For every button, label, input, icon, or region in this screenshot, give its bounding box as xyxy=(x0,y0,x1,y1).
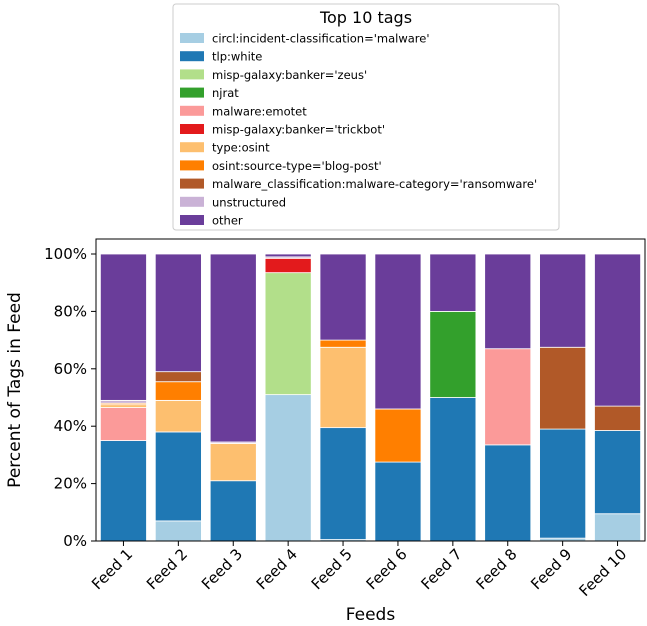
bar-segment xyxy=(429,310,477,398)
bar-segment xyxy=(209,443,257,482)
x-tick-label: Feed 5 xyxy=(308,545,356,593)
bar-segment xyxy=(99,399,147,404)
y-axis-label: Percent of Tags in Feed xyxy=(5,292,25,488)
legend-entry: unstructured xyxy=(212,195,286,209)
legend-entry: tlp:white xyxy=(212,50,262,64)
legend-swatch xyxy=(180,160,204,171)
bar-segment xyxy=(99,404,147,408)
legend-swatch xyxy=(180,87,204,98)
legend-entry: other xyxy=(212,214,243,228)
bar-segment xyxy=(209,253,257,443)
y-tick-label: 60% xyxy=(54,360,87,378)
bar-segment xyxy=(539,428,587,539)
bar-segment xyxy=(594,253,642,407)
bar-segment xyxy=(319,346,367,429)
x-tick-label: Feed 10 xyxy=(575,545,630,600)
bars xyxy=(99,253,642,542)
bar-segment xyxy=(264,272,312,396)
legend-items: circl:incident-classification='malware' t… xyxy=(180,32,537,228)
legend-entry: misp-galaxy:banker='trickbot' xyxy=(212,123,385,137)
y-tick-label: 80% xyxy=(54,302,87,320)
y-tick-label: 0% xyxy=(63,532,87,550)
x-tick-label: Feed 9 xyxy=(527,545,575,593)
x-tick-label: Feed 6 xyxy=(363,545,411,593)
plot-area: 0%20%40%60%80%100% Feed 1 Feed 2 Feed 3 Fee… xyxy=(44,238,646,600)
bar-segment xyxy=(154,253,202,373)
legend-frame xyxy=(172,3,560,231)
legend-swatch xyxy=(180,215,204,225)
bar-segment xyxy=(154,431,202,522)
legend-title: Top 10 tags xyxy=(319,8,412,27)
bar-segment xyxy=(264,257,312,274)
bar-segment xyxy=(154,399,202,433)
bar-segment xyxy=(154,371,202,383)
legend-swatch xyxy=(180,124,204,134)
x-tick-label: Feed 3 xyxy=(198,545,246,593)
bar-segment xyxy=(99,407,147,441)
bar-segment xyxy=(594,430,642,515)
x-tick-label: Feed 7 xyxy=(417,545,465,593)
legend-entry: malware:emotet xyxy=(212,104,307,118)
bar-segment xyxy=(319,427,367,540)
legend-entry: circl:incident-classification='malware' xyxy=(212,32,430,46)
legend-entry: njrat xyxy=(212,86,239,100)
legend: Top 10 tags circl:incident-classificatio… xyxy=(172,3,560,231)
legend-entry: malware_classification:malware-category=… xyxy=(212,177,537,191)
x-axis: Feed 1 Feed 2 Feed 3 Feed 4 Feed 5 Feed 6 Feed… xyxy=(88,541,630,600)
x-tick-label: Feed 2 xyxy=(143,545,191,593)
bar-segment xyxy=(374,253,422,410)
x-tick-label: Feed 8 xyxy=(472,545,520,593)
bar-segment xyxy=(209,480,257,542)
legend-swatch xyxy=(180,33,204,43)
legend-swatch xyxy=(180,69,204,80)
bar-segment xyxy=(484,444,532,542)
legend-swatch xyxy=(180,142,204,153)
bar-segment xyxy=(539,253,587,348)
bar-segment xyxy=(429,397,477,542)
y-tick-label: 20% xyxy=(54,475,87,493)
bar-segment xyxy=(154,520,202,542)
x-tick-label: Feed 1 xyxy=(88,545,136,593)
bar-segment xyxy=(319,253,367,341)
bar-segment xyxy=(484,348,532,446)
bar-segment xyxy=(374,461,422,542)
bar-segment xyxy=(154,381,202,401)
bar-segment xyxy=(99,440,147,542)
legend-swatch xyxy=(180,196,204,207)
bar-segment xyxy=(429,253,477,312)
bar-segment xyxy=(484,253,532,350)
legend-swatch xyxy=(180,105,204,116)
y-axis: 0% 20% 40% 60% 80% 100% xyxy=(44,245,96,550)
legend-swatch xyxy=(180,178,204,189)
y-tick-label: 100% xyxy=(44,245,87,263)
plot-frame xyxy=(95,238,646,542)
bar-segment xyxy=(594,513,642,542)
legend-entry: osint:source-type='blog-post' xyxy=(212,159,382,173)
legend-entry: type:osint xyxy=(212,141,270,155)
bar-segment xyxy=(374,408,422,463)
bar-segment xyxy=(264,253,312,258)
bar-segment xyxy=(594,405,642,431)
x-axis-label: Feeds xyxy=(346,605,396,625)
y-tick-label: 40% xyxy=(54,417,87,435)
bar-segment xyxy=(99,253,147,401)
legend-swatch xyxy=(180,51,204,62)
bar-segment xyxy=(319,339,367,348)
bar-segment xyxy=(539,346,587,430)
x-tick-label: Feed 4 xyxy=(253,545,301,593)
legend-entry: misp-galaxy:banker='zeus' xyxy=(212,68,367,82)
bar-segment xyxy=(264,394,312,542)
